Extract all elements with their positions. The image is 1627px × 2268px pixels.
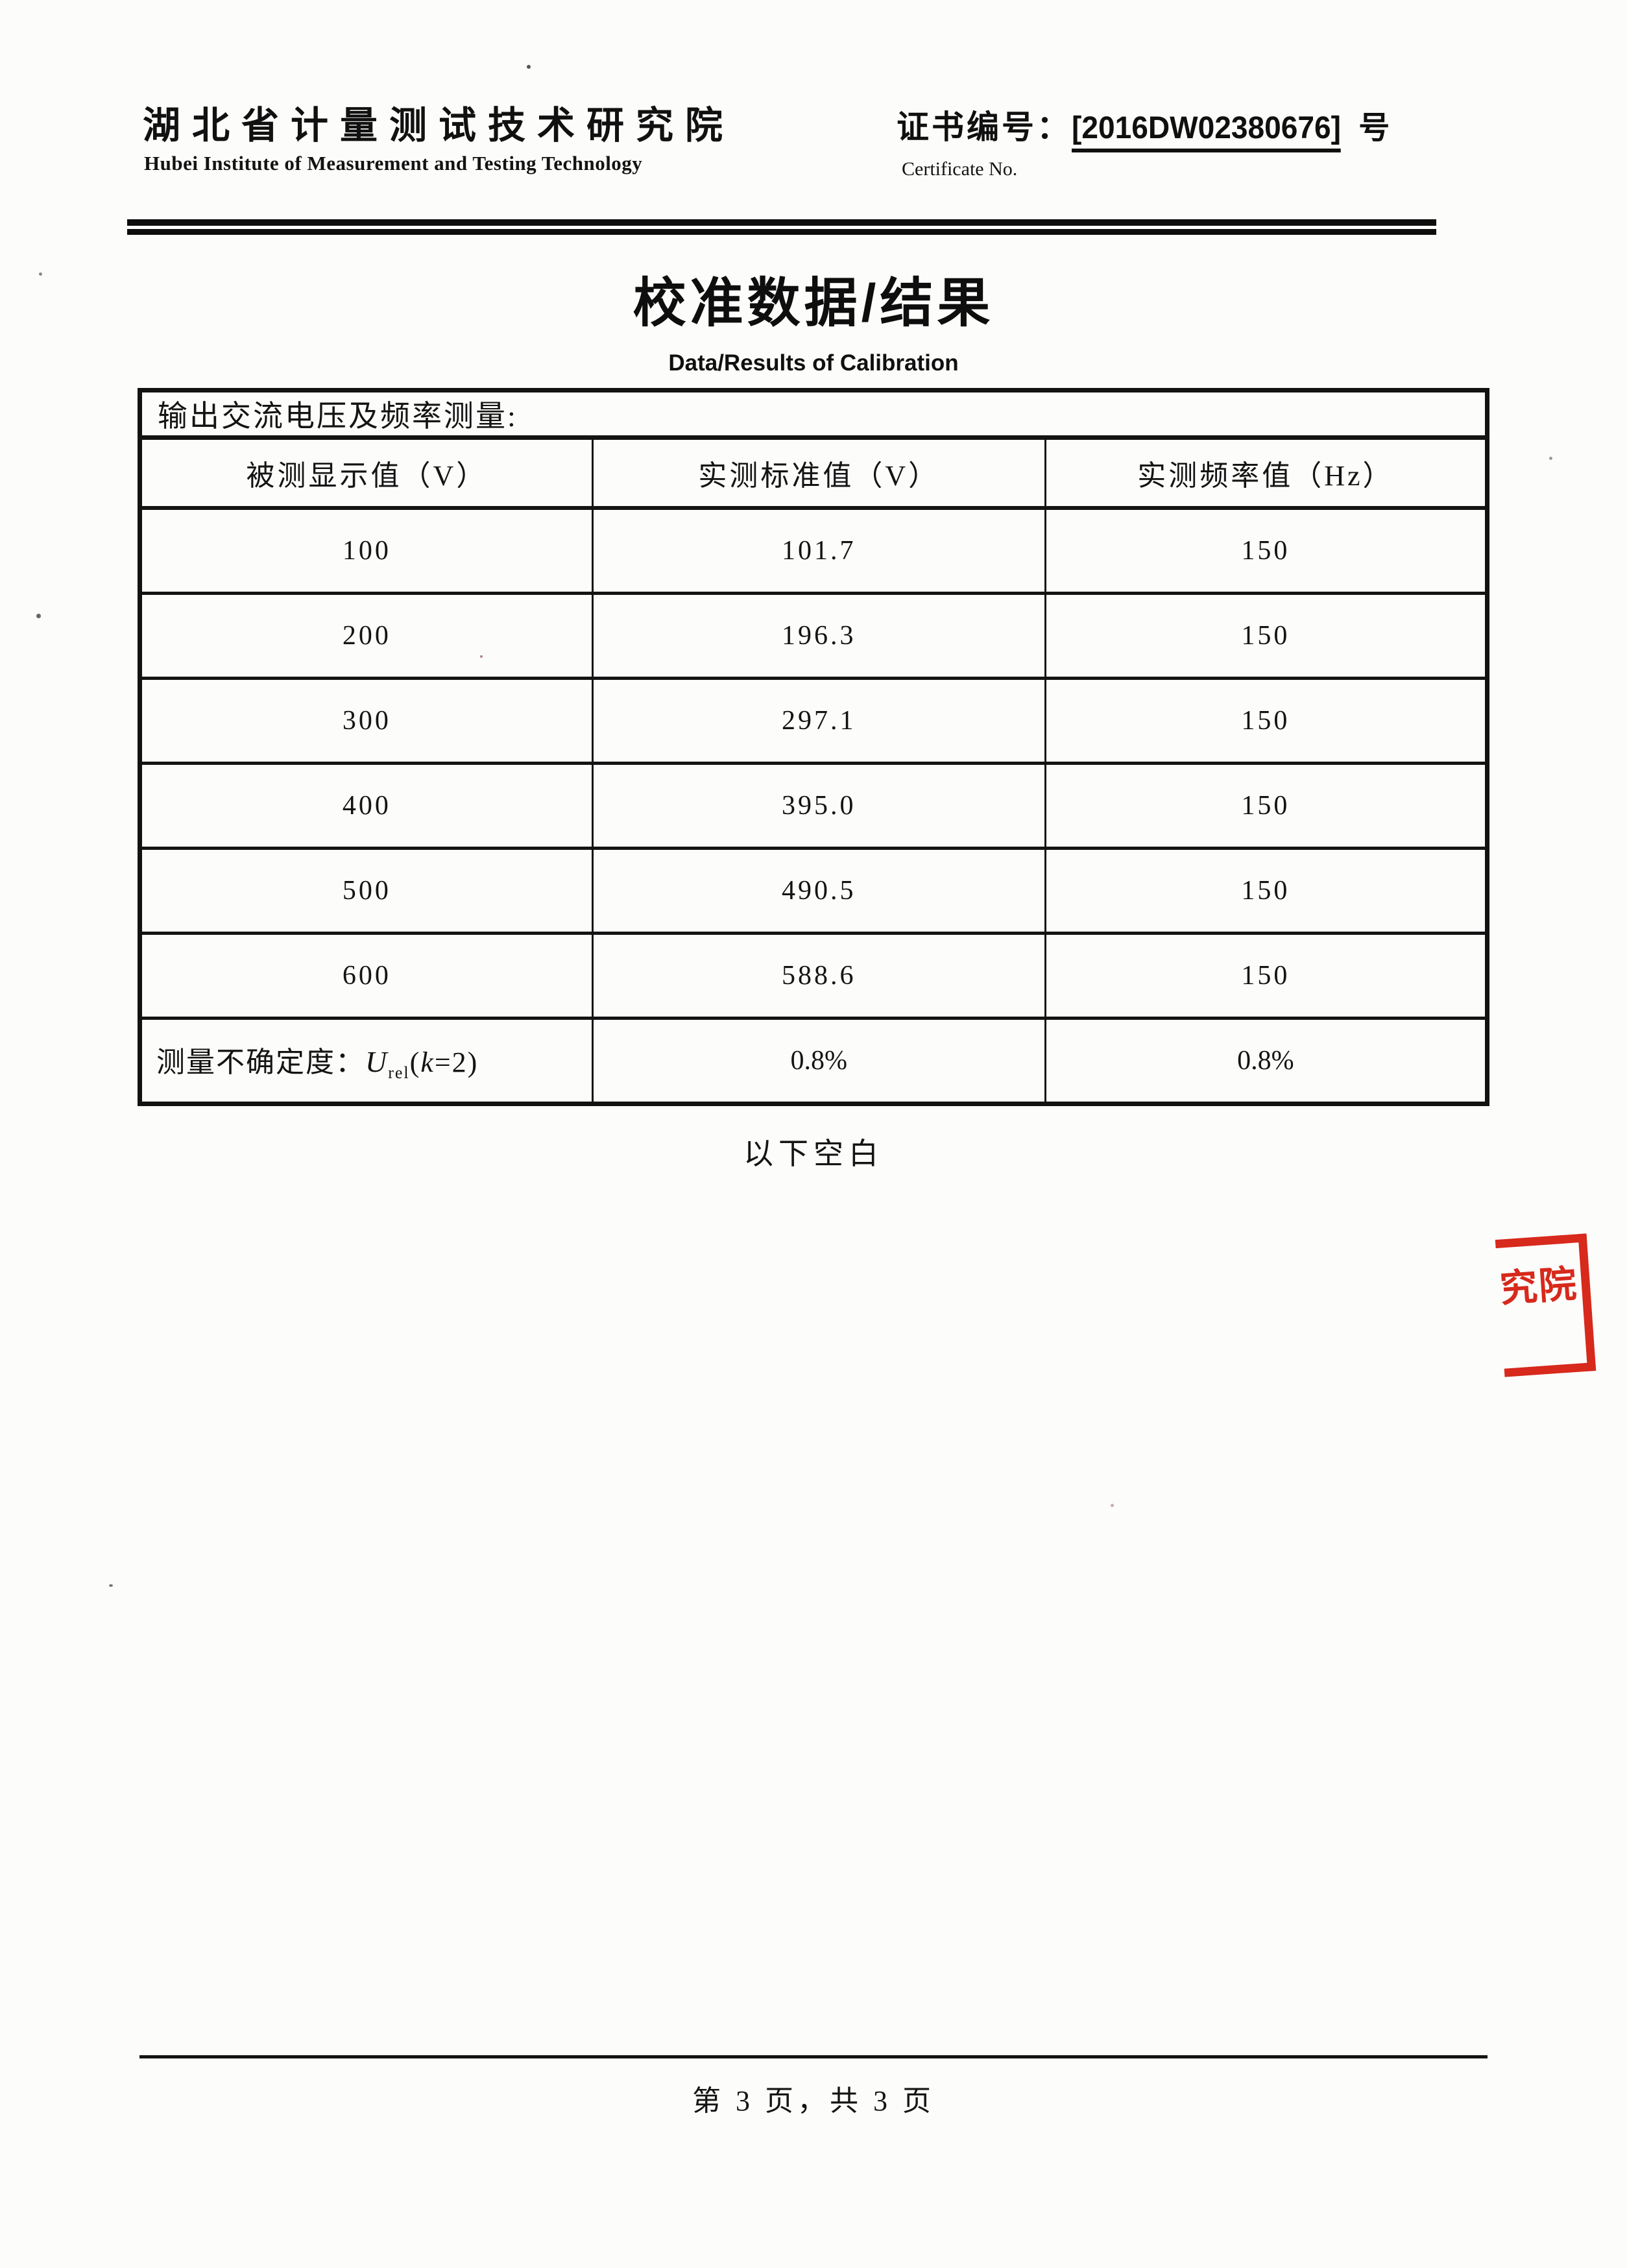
table-row: 600 588.6 150 [139,932,1489,1020]
calibration-data-table: 输出交流电压及频率测量: 被测显示值（V） 实测标准值（V） 实测频率值（Hz）… [138,388,1489,1106]
table-header-row: 被测显示值（V） 实测标准值（V） 实测频率值（Hz） [139,436,1489,510]
uncertainty-paren-open: ( [409,1046,421,1079]
cell-frequency-value: 150 [1044,762,1489,850]
uncertainty-value-voltage: 0.8% [591,1017,1046,1105]
certificate-number-label: 证书编号： [897,109,1072,145]
table-row: 300 297.1 150 [139,677,1489,765]
scan-speck [527,65,531,69]
cell-displayed-value: 300 [139,677,594,765]
scan-speck [1111,1504,1114,1507]
institute-name-en: Hubei Institute of Measurement and Testi… [144,152,643,175]
cell-frequency-value: 150 [1044,506,1489,595]
table-row: 100 101.7 150 [139,506,1489,595]
certificate-number-value: [2016DW02380676] [1072,110,1341,152]
table-row: 500 490.5 150 [139,847,1489,935]
cell-standard-value: 490.5 [591,847,1046,935]
certificate-number-line: 证书编号：[2016DW02380676] 号 [897,101,1390,152]
scan-speck [480,655,483,658]
cell-frequency-value: 150 [1044,847,1489,935]
uncertainty-u-subscript: rel [388,1063,410,1082]
column-header-displayed-value: 被测显示值（V） [139,436,594,510]
table-row: 200 196.3 150 [139,592,1489,680]
cell-frequency-value: 150 [1044,677,1489,765]
uncertainty-row: 测量不确定度：Urel(k=2) 0.8% 0.8% [139,1017,1489,1105]
uncertainty-k-rest: =2) [434,1046,479,1079]
scan-speck [109,1584,113,1587]
page-title: 校准数据/结果 [633,274,994,333]
cell-displayed-value: 100 [139,506,594,595]
divider-bar-bottom [127,229,1436,235]
uncertainty-label: 测量不确定度：Urel(k=2) [139,1017,594,1105]
cell-standard-value: 297.1 [591,677,1046,765]
uncertainty-value-frequency: 0.8% [1044,1017,1489,1105]
institute-name-cn: 湖北省计量测试技术研究院 [143,104,735,147]
scan-speck [1549,457,1552,460]
cell-frequency-value: 150 [1044,932,1489,1020]
uncertainty-u-symbol: U [365,1045,389,1079]
cell-standard-value: 101.7 [591,506,1046,595]
table-row: 400 395.0 150 [139,762,1489,850]
cell-standard-value: 588.6 [591,932,1046,1020]
table-caption-row: 输出交流电压及频率测量: [139,389,1488,440]
table-caption: 输出交流电压及频率测量: [139,389,1488,440]
cell-displayed-value: 500 [139,847,594,935]
divider-bar-top [127,219,1436,226]
cell-displayed-value: 600 [139,932,594,1020]
page-number: 第 3 页，共 3 页 [692,2085,935,2117]
certificate-number-suffix: 号 [1358,111,1390,145]
certificate-number-label-en: Certificate No. [902,158,1018,180]
blank-below-note: 以下空白 [743,1137,884,1170]
footer-divider-rule [139,2055,1488,2058]
cell-standard-value: 395.0 [591,762,1046,850]
scan-speck [39,272,42,276]
cell-displayed-value: 400 [139,762,594,850]
cell-standard-value: 196.3 [591,592,1046,680]
page-subtitle: Data/Results of Calibration [668,350,959,376]
header-divider-rule [127,219,1436,235]
cell-displayed-value: 200 [139,592,594,680]
uncertainty-label-prefix: 测量不确定度： [156,1046,365,1079]
cell-frequency-value: 150 [1044,592,1489,680]
column-header-measured-frequency: 实测频率值（Hz） [1044,436,1489,510]
column-header-measured-standard-value: 实测标准值（V） [591,436,1046,510]
red-seal-text: 究院 [1498,1262,1580,1310]
uncertainty-k-symbol: k [420,1046,435,1079]
red-seal-stamp: 究院 [1495,1233,1597,1377]
scan-speck [36,614,41,618]
